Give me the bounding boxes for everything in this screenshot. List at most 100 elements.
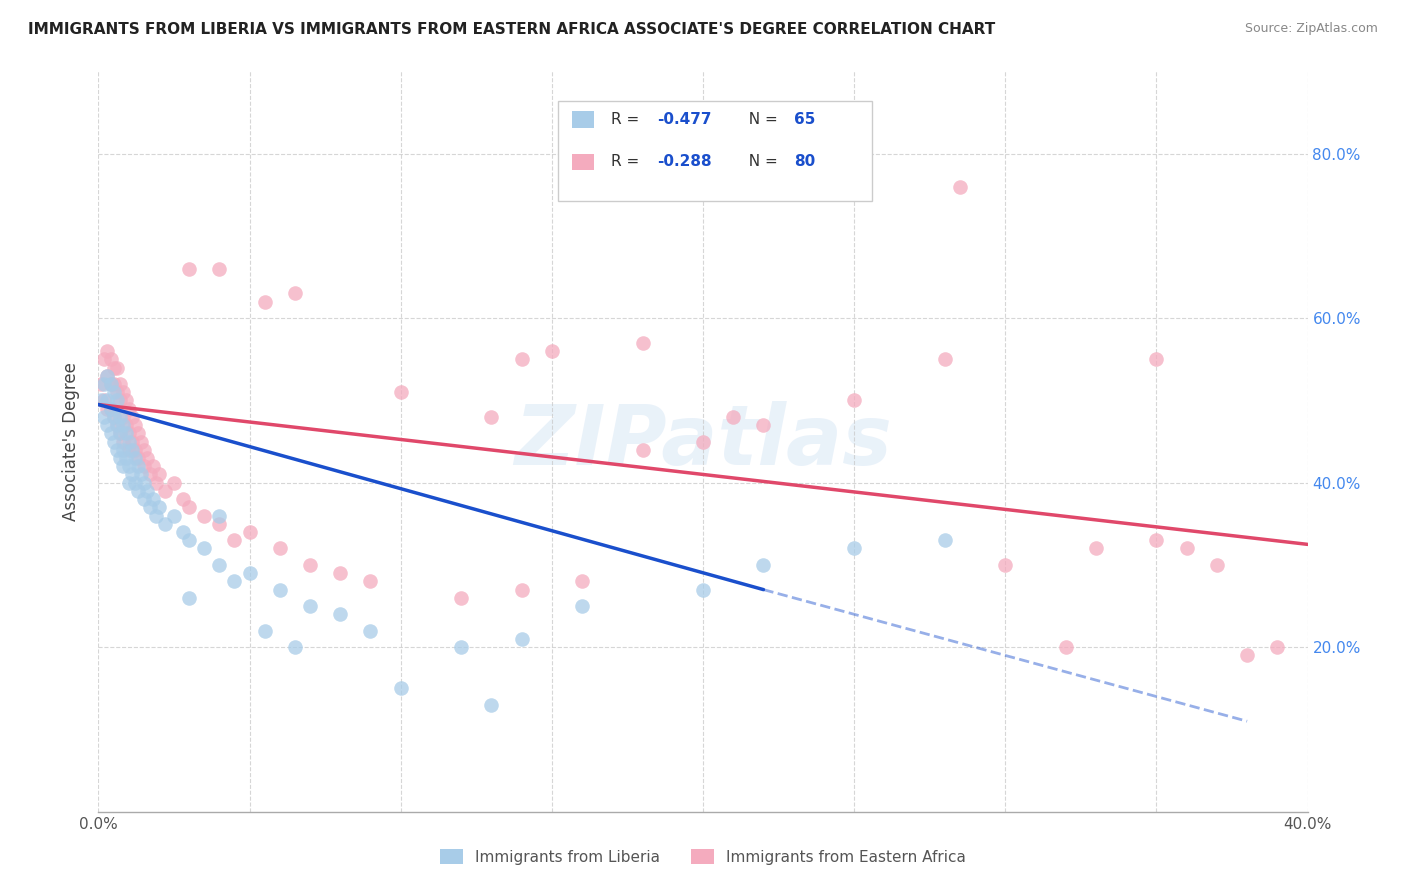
Point: [90, 393, 112, 408]
Point: [299, 599, 322, 613]
Text: N =: N =: [740, 154, 783, 169]
Legend: Immigrants from Liberia, Immigrants from Eastern Africa: Immigrants from Liberia, Immigrants from…: [434, 843, 972, 871]
Point: [481, 698, 503, 712]
Point: [1175, 541, 1198, 556]
Point: [692, 582, 714, 597]
Point: [224, 574, 246, 589]
Point: [1085, 541, 1108, 556]
Point: [108, 450, 131, 465]
Point: [692, 434, 714, 449]
Point: [752, 558, 775, 572]
Text: ZIPatlas: ZIPatlas: [515, 401, 891, 482]
Point: [450, 591, 472, 605]
Point: [179, 261, 201, 276]
Point: [269, 582, 291, 597]
Point: [124, 475, 146, 490]
Point: [111, 442, 134, 457]
Point: [145, 475, 167, 490]
Point: [450, 640, 472, 655]
Point: [142, 492, 165, 507]
Point: [114, 450, 136, 465]
Point: [1144, 533, 1167, 548]
Point: [100, 352, 122, 367]
Point: [193, 508, 215, 523]
Point: [172, 492, 194, 507]
Point: [96, 344, 118, 359]
Point: [100, 376, 122, 391]
Point: [148, 467, 170, 482]
Point: [752, 418, 775, 433]
Point: [571, 599, 593, 613]
Point: [111, 385, 134, 400]
Point: [118, 426, 141, 441]
Point: [179, 500, 201, 515]
Point: [118, 401, 141, 416]
Point: [132, 475, 155, 490]
Point: [100, 376, 122, 391]
Point: [100, 401, 122, 416]
Point: [132, 442, 155, 457]
Point: [124, 450, 146, 465]
Point: [360, 574, 382, 589]
Text: N =: N =: [740, 112, 783, 127]
Point: [329, 607, 352, 622]
Point: [103, 434, 125, 449]
Point: [193, 541, 215, 556]
FancyBboxPatch shape: [558, 101, 872, 201]
Point: [1206, 558, 1229, 572]
Point: [389, 681, 412, 696]
Point: [360, 624, 382, 638]
Point: [132, 459, 155, 474]
Point: [129, 434, 152, 449]
Point: [96, 393, 118, 408]
Point: [132, 492, 155, 507]
Point: [111, 459, 134, 474]
Point: [103, 385, 125, 400]
Point: [179, 591, 201, 605]
Point: [129, 467, 152, 482]
Point: [127, 426, 149, 441]
Point: [153, 516, 176, 531]
Point: [96, 368, 118, 383]
Point: [1144, 352, 1167, 367]
Point: [93, 376, 115, 391]
Point: [121, 434, 143, 449]
Text: 80: 80: [793, 154, 815, 169]
Point: [127, 483, 149, 498]
Point: [108, 393, 131, 408]
Point: [208, 558, 231, 572]
Point: [114, 393, 136, 408]
Point: [163, 475, 186, 490]
Point: [93, 409, 115, 424]
Point: [105, 442, 128, 457]
Point: [124, 418, 146, 433]
Point: [121, 409, 143, 424]
Point: [934, 352, 956, 367]
Point: [481, 409, 503, 424]
Text: -0.288: -0.288: [657, 154, 711, 169]
Text: R =: R =: [612, 154, 644, 169]
Point: [139, 500, 162, 515]
Point: [93, 352, 115, 367]
Point: [179, 533, 201, 548]
Point: [93, 393, 115, 408]
Text: 65: 65: [793, 112, 815, 127]
Point: [142, 459, 165, 474]
Point: [1054, 640, 1077, 655]
Point: [124, 442, 146, 457]
Point: [108, 409, 131, 424]
Point: [121, 467, 143, 482]
Point: [631, 335, 654, 350]
Point: [118, 475, 141, 490]
Point: [135, 450, 157, 465]
Text: R =: R =: [612, 112, 644, 127]
Point: [105, 360, 128, 375]
Point: [631, 442, 654, 457]
Point: [111, 434, 134, 449]
Point: [510, 582, 533, 597]
Point: [949, 179, 972, 194]
Point: [224, 533, 246, 548]
Point: [208, 261, 231, 276]
Point: [1236, 648, 1258, 663]
Point: [108, 376, 131, 391]
